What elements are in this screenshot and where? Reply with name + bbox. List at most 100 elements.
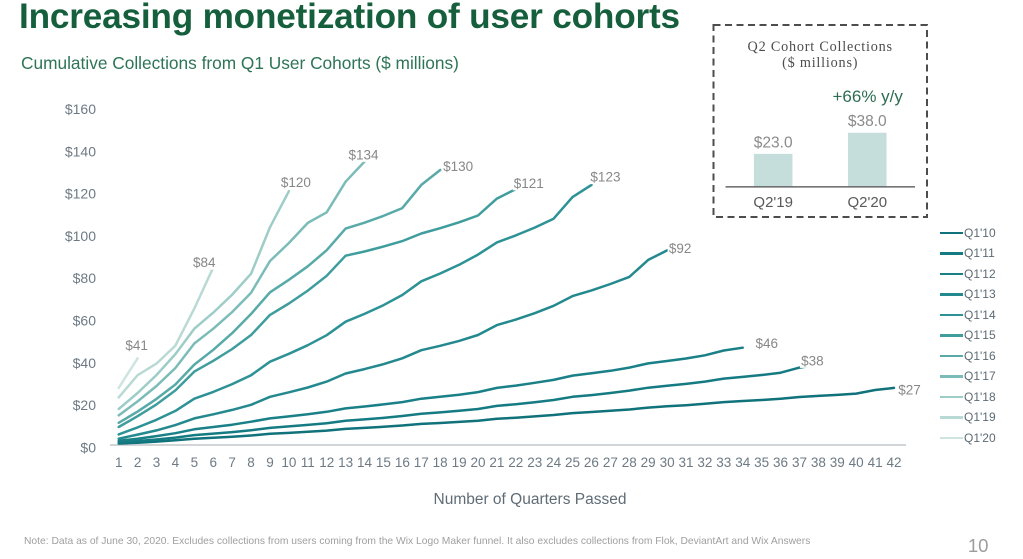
x-tick-label: 41 xyxy=(868,455,883,470)
x-tick-label: 8 xyxy=(247,455,255,470)
series-line-Q1'11 xyxy=(117,363,820,444)
inset-growth-label: +66% y/y xyxy=(832,87,903,106)
x-tick-label: 17 xyxy=(414,455,429,470)
legend-item-Q1'12: Q1'12 xyxy=(939,264,996,285)
x-tick-label: 3 xyxy=(153,455,161,470)
inset-subtitle: ($ millions) xyxy=(782,55,858,71)
x-tick-label: 29 xyxy=(641,455,656,470)
x-tick-label: 25 xyxy=(565,455,580,470)
end-label-Q1'14: $123 xyxy=(590,170,620,185)
inset-value-label: $23.0 xyxy=(754,134,793,151)
end-label-bg xyxy=(512,175,545,191)
series-line-Q1'10 xyxy=(117,386,896,445)
y-tick-label: $20 xyxy=(73,397,97,413)
x-tick-label: 7 xyxy=(228,455,236,470)
series-line-Q1'18 xyxy=(117,189,291,411)
x-tick-label: 4 xyxy=(172,455,180,470)
end-label-Q1'15: $121 xyxy=(514,176,544,191)
legend-item-Q1'19: Q1'19 xyxy=(939,407,996,428)
inset-category-label: Q2'19 xyxy=(753,194,793,211)
end-label-Q1'20: $41 xyxy=(125,338,148,353)
x-tick-label: 40 xyxy=(849,455,864,470)
x-tick-label: 11 xyxy=(301,455,315,470)
legend-item-Q1'18: Q1'18 xyxy=(939,387,996,408)
x-tick-label: 28 xyxy=(622,455,637,470)
y-tick-label: $140 xyxy=(65,143,96,159)
page-subtitle: Cumulative Collections from Q1 User Coho… xyxy=(21,53,459,73)
legend-label: Q1'20 xyxy=(964,430,996,445)
inset-title: Q2 Cohort Collections xyxy=(748,39,893,55)
series-line-Q1'16 xyxy=(117,168,442,425)
x-tick-label: 15 xyxy=(376,455,391,470)
legend-item-Q1'10: Q1'10 xyxy=(939,223,996,244)
legend-swatch xyxy=(939,293,963,296)
end-label-Q1'12: $46 xyxy=(755,336,778,351)
legend-label: Q1'13 xyxy=(964,287,996,302)
x-tick-label: 2 xyxy=(134,455,142,470)
legend-label: Q1'11 xyxy=(964,246,995,261)
legend-swatch xyxy=(939,334,963,337)
page-title: Increasing monetization of user cohorts xyxy=(19,0,680,36)
legend-item-Q1'11: Q1'11 xyxy=(939,243,996,264)
series-line-Q1'15 xyxy=(117,187,518,429)
series-line-Q1'20 xyxy=(117,357,139,390)
legend-swatch xyxy=(939,375,963,378)
y-tick-label: $160 xyxy=(65,101,96,117)
legend-item-Q1'14: Q1'14 xyxy=(939,305,996,326)
end-label-Q1'18: $120 xyxy=(281,175,311,190)
legend-swatch xyxy=(939,354,963,357)
series-line-Q1'14 xyxy=(117,183,593,436)
x-tick-label: 36 xyxy=(773,455,788,470)
chart-legend: Q1'10 Q1'11 Q1'12 Q1'13 Q1'14 Q1'15 Q1'16 Q1'17… xyxy=(939,223,996,449)
x-tick-label: 42 xyxy=(886,455,901,470)
inset-bar-Q2'20 xyxy=(848,132,887,187)
end-label-Q1'16: $130 xyxy=(443,159,473,174)
series-line-Q1'17 xyxy=(117,160,366,417)
y-tick-label: $100 xyxy=(65,228,96,244)
y-tick-label: $120 xyxy=(65,186,96,202)
legend-swatch xyxy=(939,416,963,419)
legend-swatch xyxy=(939,231,963,234)
y-tick-label: $40 xyxy=(73,355,97,371)
end-label-bg xyxy=(442,158,475,174)
end-label-bg xyxy=(754,335,780,351)
x-tick-label: 35 xyxy=(754,455,769,470)
end-label-bg xyxy=(124,338,150,353)
legend-swatch xyxy=(939,436,963,439)
legend-label: Q1'14 xyxy=(964,307,996,322)
series-end-labels: $27 $38 $46 $92 $123 $121 $130 $134 $120 $84 $41 xyxy=(124,147,922,398)
end-label-Q1'11: $38 xyxy=(801,353,824,368)
x-tick-label: 30 xyxy=(660,455,675,470)
y-tick-label: $80 xyxy=(73,270,97,286)
x-tick-label: 31 xyxy=(678,455,693,470)
end-label-bg xyxy=(191,255,217,270)
end-label-bg xyxy=(897,382,922,398)
end-label-bg xyxy=(347,147,380,162)
inset-border xyxy=(712,24,928,218)
x-tick-label: 19 xyxy=(452,455,467,470)
x-axis-labels: 1 2 3 4 5 6 7 8 9 10 11 12 13 14 15 16 17 18 19 20 21 22 23 24 2… xyxy=(115,455,902,470)
x-tick-label: 39 xyxy=(830,455,845,470)
x-tick-label: 12 xyxy=(319,455,334,470)
x-tick-label: 6 xyxy=(209,455,217,470)
series-lines xyxy=(117,160,896,445)
legend-label: Q1'16 xyxy=(964,348,996,363)
x-tick-label: 14 xyxy=(357,455,373,470)
x-axis-title: Number of Quarters Passed xyxy=(434,491,627,508)
y-tick-label: $60 xyxy=(73,313,97,329)
inset-category-label: Q2'20 xyxy=(848,194,888,211)
end-label-Q1'10: $27 xyxy=(898,383,921,398)
x-tick-label: 21 xyxy=(489,455,504,470)
end-label-Q1'13: $92 xyxy=(669,241,692,256)
legend-swatch xyxy=(939,252,963,255)
inset-bar-Q2'19 xyxy=(753,153,793,187)
x-tick-label: 20 xyxy=(470,455,485,470)
x-tick-label: 26 xyxy=(584,455,599,470)
x-tick-label: 23 xyxy=(527,455,542,470)
y-tick-label: $0 xyxy=(80,439,96,455)
y-axis-labels: $0 $20 $40 $60 $80 $100 $120 $140 $160 xyxy=(65,101,96,455)
legend-label: Q1'15 xyxy=(964,328,996,343)
series-line-Q1'13 xyxy=(117,249,669,440)
x-tick-label: 13 xyxy=(338,455,353,470)
